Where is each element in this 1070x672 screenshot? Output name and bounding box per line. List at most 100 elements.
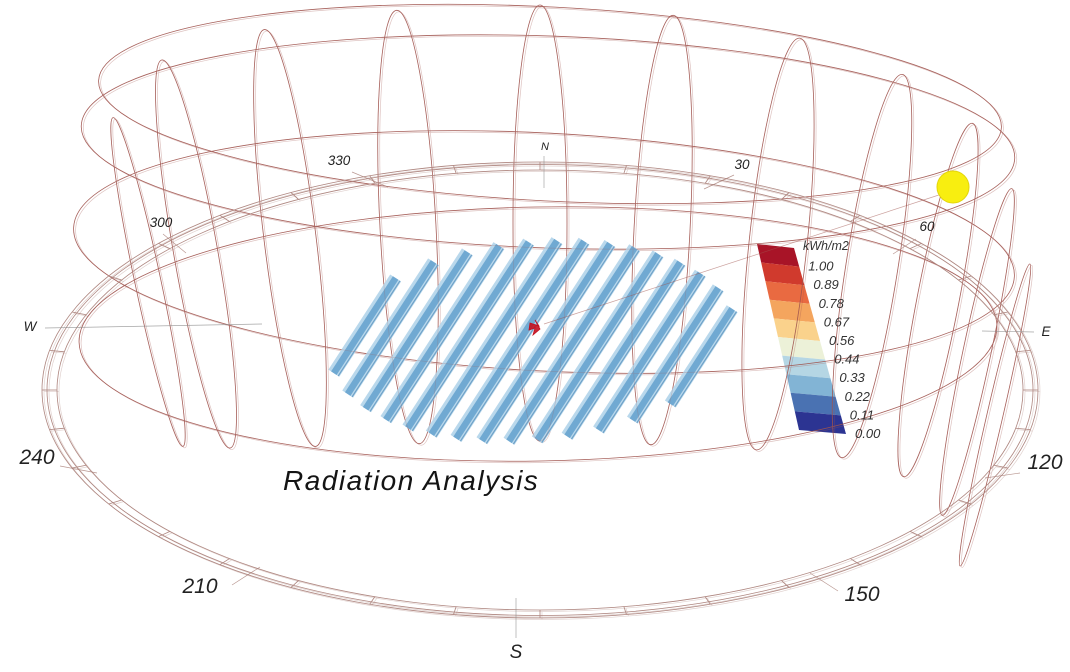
louver-bar xyxy=(453,239,587,441)
compass-tick xyxy=(1017,351,1033,354)
hour-loop xyxy=(960,265,1034,568)
compass-tick xyxy=(958,275,972,281)
compass-tick xyxy=(71,464,87,469)
louver-bar-shade xyxy=(512,250,640,445)
hour-loop xyxy=(899,124,981,479)
compass-tick xyxy=(781,192,790,200)
day-circle xyxy=(75,131,1017,376)
louver-bar xyxy=(506,246,638,444)
day-circle xyxy=(73,130,1015,374)
compass-tick xyxy=(221,559,232,567)
axis-leader-line xyxy=(981,330,1035,333)
hour-loop xyxy=(377,9,439,445)
compass-tick xyxy=(158,243,171,249)
azimuth-leader-line xyxy=(809,572,839,592)
compass-tick xyxy=(158,243,171,249)
compass-ring xyxy=(41,161,1039,619)
compass-tick xyxy=(623,606,627,615)
louver-bar xyxy=(629,286,722,422)
compass-labels: N 30 60 E 120 150 S 210 240 W 300 330 xyxy=(18,141,1062,663)
legend-cell xyxy=(790,392,841,416)
compass-tick xyxy=(49,350,65,353)
compass-tick xyxy=(71,311,87,316)
compass-label-W: W xyxy=(24,319,38,334)
legend-tick-label: 1.00 xyxy=(808,259,834,274)
hour-loop xyxy=(897,122,979,478)
hour-loop xyxy=(255,30,329,449)
hour-loop xyxy=(831,73,913,459)
louver-bar xyxy=(479,241,613,443)
compass-tick xyxy=(909,243,922,249)
compass-tick xyxy=(781,580,790,588)
hour-loop xyxy=(155,59,237,449)
compass-tick xyxy=(1015,350,1031,353)
azimuth-leader-line xyxy=(231,566,261,586)
louver-bar-shade xyxy=(369,254,473,412)
compass-tick xyxy=(704,175,711,184)
hour-loop xyxy=(897,122,979,478)
hour-loop xyxy=(833,75,915,460)
louver-bar-shade xyxy=(485,246,615,444)
hour-loop xyxy=(379,11,441,446)
compass-tick xyxy=(108,499,122,505)
compass-tick xyxy=(1015,427,1031,430)
sun-ray-line xyxy=(543,192,946,325)
hour-loop xyxy=(253,29,327,447)
hour-loop xyxy=(155,59,237,449)
compass-tick xyxy=(704,596,711,605)
wireframe-sketch-ghost xyxy=(43,5,1041,620)
compass-tick xyxy=(453,165,457,174)
louver-bar-shade xyxy=(602,275,706,434)
compass-tick xyxy=(369,175,376,184)
hour-loop xyxy=(110,117,186,447)
compass-tick xyxy=(850,558,861,565)
compass-tick xyxy=(108,275,122,281)
compass-tick xyxy=(108,499,122,505)
compass-ring xyxy=(48,165,1036,618)
compass-label-30: 30 xyxy=(734,157,750,172)
louver-bar xyxy=(331,276,399,375)
azimuth-leader-line xyxy=(703,174,735,190)
hour-loop xyxy=(377,9,439,445)
hour-loop xyxy=(741,37,815,451)
compass-tick xyxy=(219,215,230,222)
louver-bar xyxy=(534,252,661,442)
compass-ring xyxy=(56,169,1024,611)
louver-bar xyxy=(405,240,532,430)
compass-tick xyxy=(960,501,974,506)
compass-tick xyxy=(909,531,922,537)
compass-tick xyxy=(160,532,173,539)
compass-tick xyxy=(453,165,457,174)
hour-loop xyxy=(831,73,913,459)
wireframe-front-overlay xyxy=(41,3,1039,619)
hour-loop xyxy=(112,118,188,449)
legend-tick-label: 0.00 xyxy=(855,426,881,441)
azimuth-leader-line xyxy=(351,171,389,188)
hour-loop xyxy=(631,14,693,446)
day-circle xyxy=(73,130,1015,374)
compass-tick xyxy=(219,558,230,565)
legend-labels: kWh/m2 1.00 0.89 0.78 0.67 0.56 0.44 0.33 0.22 0.… xyxy=(803,239,881,441)
legend-tick-label: 0.44 xyxy=(834,352,859,367)
legend-cell xyxy=(782,355,831,379)
compass-tick xyxy=(623,165,627,174)
legend-cell xyxy=(769,299,815,323)
compass-tick xyxy=(108,275,122,281)
legend-cell xyxy=(778,337,826,360)
compass-tick xyxy=(290,192,299,200)
compass-tick xyxy=(290,580,299,588)
day-circle xyxy=(100,5,1004,206)
louver-bar xyxy=(344,260,437,396)
louver-bar xyxy=(362,250,471,411)
compass-tick xyxy=(911,532,924,539)
louver-bar-shade xyxy=(351,264,439,398)
louver-bar xyxy=(595,271,704,432)
compass-tick xyxy=(49,427,65,430)
legend-cell xyxy=(773,318,820,341)
compass-tick xyxy=(110,501,124,506)
compass-tick xyxy=(369,596,376,605)
axis-leader-line xyxy=(44,323,263,329)
compass-tick xyxy=(993,311,1009,316)
hour-loop xyxy=(743,39,817,452)
